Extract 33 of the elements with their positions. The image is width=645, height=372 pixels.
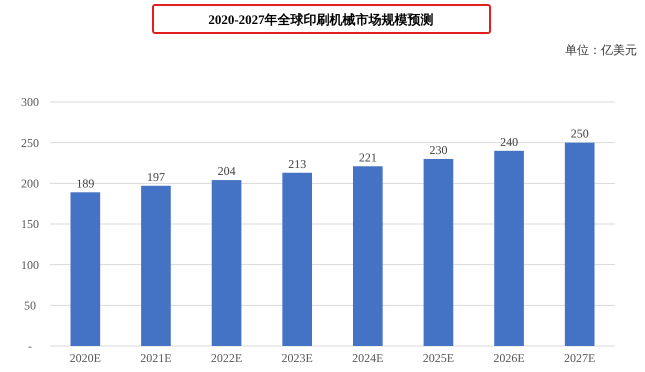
data-label: 189 [76, 176, 94, 190]
bar [282, 172, 312, 346]
bar [564, 142, 595, 346]
data-label: 250 [570, 126, 589, 141]
data-label: 221 [358, 150, 377, 164]
data-label: 240 [500, 134, 518, 149]
bar [141, 186, 171, 346]
chart-title: 2020-2027年全球印刷机械市场规模预测 [208, 12, 434, 27]
x-tick-label: 2021E [140, 351, 172, 365]
bar [352, 166, 383, 346]
x-tick-label: 2022E [210, 351, 242, 365]
y-tick-label: 200 [21, 176, 39, 191]
x-tick-label: 2023E [282, 351, 313, 365]
data-label: 204 [218, 164, 236, 178]
x-tick-label: 2024E [352, 351, 384, 365]
x-tick-label: 2027E [564, 351, 596, 365]
x-tick-label: 2025E [422, 351, 454, 365]
data-label: 230 [429, 142, 448, 157]
bar [424, 158, 454, 346]
chart-subtitle: 单位：亿美元 [565, 43, 637, 57]
y-tick-label: 250 [21, 136, 39, 150]
y-tick-label: 100 [21, 258, 39, 272]
y-tick-label: 150 [21, 217, 39, 232]
bar [70, 192, 100, 346]
y-tick-label: 50 [24, 298, 36, 313]
bar [494, 150, 524, 346]
data-label: 213 [288, 156, 306, 171]
y-tick-label: 300 [21, 95, 39, 110]
bar [212, 180, 242, 346]
y-tick-label: - [28, 339, 32, 354]
x-tick-label: 2020E [70, 351, 101, 365]
data-label: 197 [146, 170, 165, 184]
x-tick-label: 2026E [493, 351, 525, 365]
